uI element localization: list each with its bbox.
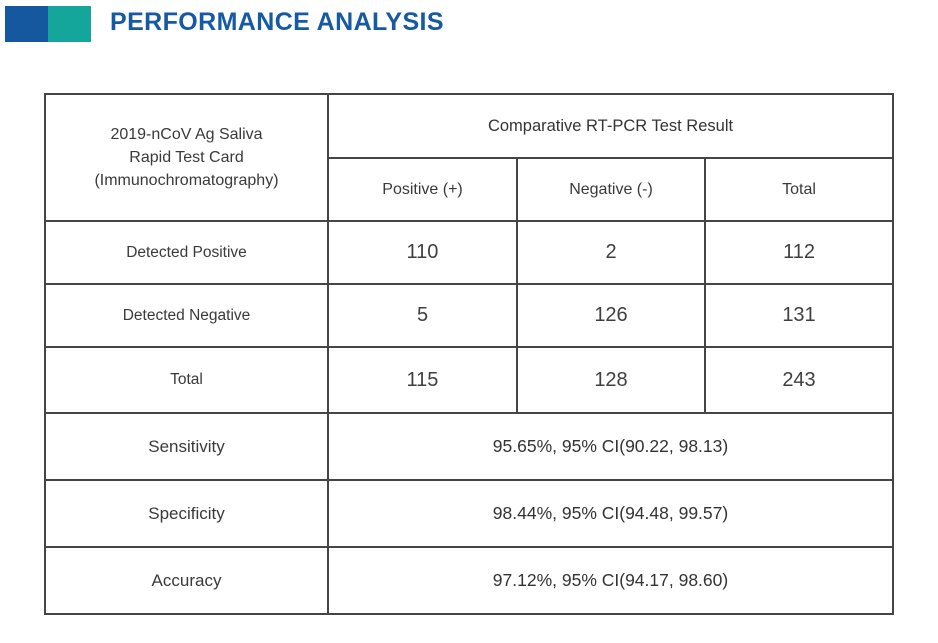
metric-label-specificity: Specificity: [44, 479, 329, 548]
cell-detected-positive-negative: 2: [516, 220, 706, 285]
metric-label-accuracy: Accuracy: [44, 546, 329, 615]
cell-detected-positive-positive: 110: [327, 220, 518, 285]
cell-total-negative: 128: [516, 346, 706, 414]
metric-value-accuracy: 97.12%, 95% CI(94.17, 98.60): [326, 546, 895, 615]
table-row-detected-positive: Detected Positive 110 2 112: [44, 220, 895, 285]
table-row-accuracy: Accuracy 97.12%, 95% CI(94.17, 98.60): [44, 546, 895, 615]
performance-analysis-table: 2019-nCoV Ag Saliva Rapid Test Card (Imm…: [44, 93, 895, 615]
brand-square-blue-icon: [5, 6, 48, 42]
row-label-total: Total: [44, 346, 329, 414]
cell-detected-negative-positive: 5: [327, 283, 518, 348]
page-title: PERFORMANCE ANALYSIS: [110, 8, 444, 36]
metric-value-sensitivity: 95.65%, 95% CI(90.22, 98.13): [326, 412, 895, 481]
rtpcr-group-header-cell: Comparative RT-PCR Test Result: [326, 93, 895, 159]
cell-detected-positive-total: 112: [703, 220, 895, 285]
cell-detected-negative-total: 131: [703, 283, 895, 348]
metric-value-specificity: 98.44%, 95% CI(94.48, 99.57): [326, 479, 895, 548]
metric-label-sensitivity: Sensitivity: [44, 412, 329, 481]
brand-square-teal-icon: [48, 6, 91, 42]
cell-total-positive: 115: [327, 346, 518, 414]
test-card-header-cell: 2019-nCoV Ag Saliva Rapid Test Card (Imm…: [44, 93, 329, 222]
table-row-sensitivity: Sensitivity 95.65%, 95% CI(90.22, 98.13): [44, 412, 895, 481]
table-row-total: Total 115 128 243: [44, 346, 895, 414]
column-header-row: Positive (+) Negative (-) Total: [45, 157, 895, 222]
col-header-negative: Negative (-): [516, 157, 706, 222]
table-row-specificity: Specificity 98.44%, 95% CI(94.48, 99.57): [44, 479, 895, 548]
row-label-detected-positive: Detected Positive: [44, 220, 329, 285]
col-header-positive: Positive (+): [327, 157, 518, 222]
group-header-row: 2019-nCoV Ag Saliva Rapid Test Card (Imm…: [44, 93, 895, 222]
row-label-detected-negative: Detected Negative: [44, 283, 329, 348]
table-row-detected-negative: Detected Negative 5 126 131: [44, 283, 895, 348]
col-header-total: Total: [703, 157, 895, 222]
brand-mark: [5, 6, 91, 42]
cell-total-total: 243: [703, 346, 895, 414]
cell-detected-negative-negative: 126: [516, 283, 706, 348]
